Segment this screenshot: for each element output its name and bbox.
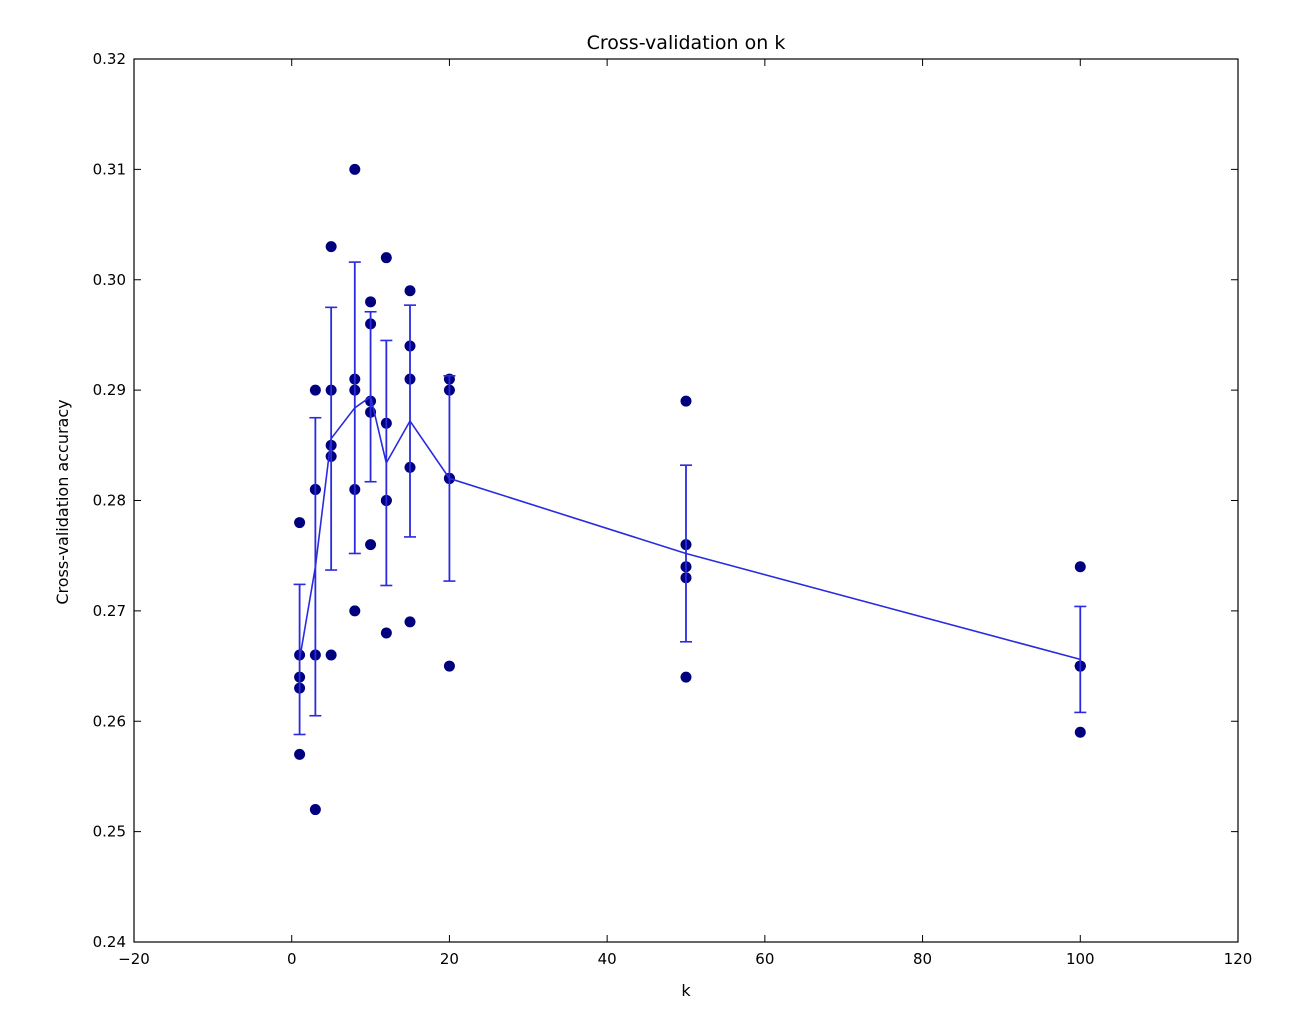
data-point xyxy=(380,627,392,639)
y-tick-label: 0.26 xyxy=(93,712,126,730)
y-tick-label: 0.32 xyxy=(93,50,126,68)
data-point xyxy=(309,384,321,396)
data-point xyxy=(325,241,337,253)
data-point xyxy=(404,285,416,297)
x-tick-label: 80 xyxy=(913,950,932,968)
x-tick-label: 120 xyxy=(1224,950,1253,968)
y-tick-label: 0.28 xyxy=(93,492,126,510)
y-tick-label: 0.31 xyxy=(93,160,126,178)
x-tick-label: 100 xyxy=(1066,950,1095,968)
y-tick-label: 0.27 xyxy=(93,602,126,620)
data-point xyxy=(680,395,692,407)
data-point xyxy=(294,748,306,760)
x-axis-label: k xyxy=(681,981,691,1000)
data-point xyxy=(1074,726,1086,738)
data-point xyxy=(680,671,692,683)
plot-area: −20 0 20 40 60 80 100 120 0.24 0.25 0.26 0.27 0.28 0.… xyxy=(93,50,1253,968)
y-axis-label: Cross-validation accuracy xyxy=(53,399,72,604)
x-tick-label: 60 xyxy=(755,950,774,968)
data-point xyxy=(325,649,337,661)
x-tick-label: −20 xyxy=(118,950,150,968)
data-point xyxy=(294,517,306,529)
y-tick-label: 0.30 xyxy=(93,271,126,289)
x-tick-label: 0 xyxy=(287,950,297,968)
y-tick-label: 0.24 xyxy=(93,933,126,951)
data-point xyxy=(1074,561,1086,573)
data-point xyxy=(309,804,321,816)
data-point xyxy=(443,660,455,672)
x-tick-label: 40 xyxy=(598,950,617,968)
data-point xyxy=(349,163,361,175)
data-point xyxy=(349,605,361,617)
y-tick-label: 0.29 xyxy=(93,381,126,399)
data-point xyxy=(365,296,377,308)
data-point xyxy=(380,252,392,264)
data-point xyxy=(365,539,377,551)
mean-line xyxy=(298,395,1081,661)
x-tick-label: 20 xyxy=(440,950,459,968)
chart-title: Cross-validation on k xyxy=(587,32,786,54)
y-tick-label: 0.25 xyxy=(93,823,126,841)
data-point xyxy=(404,616,416,628)
